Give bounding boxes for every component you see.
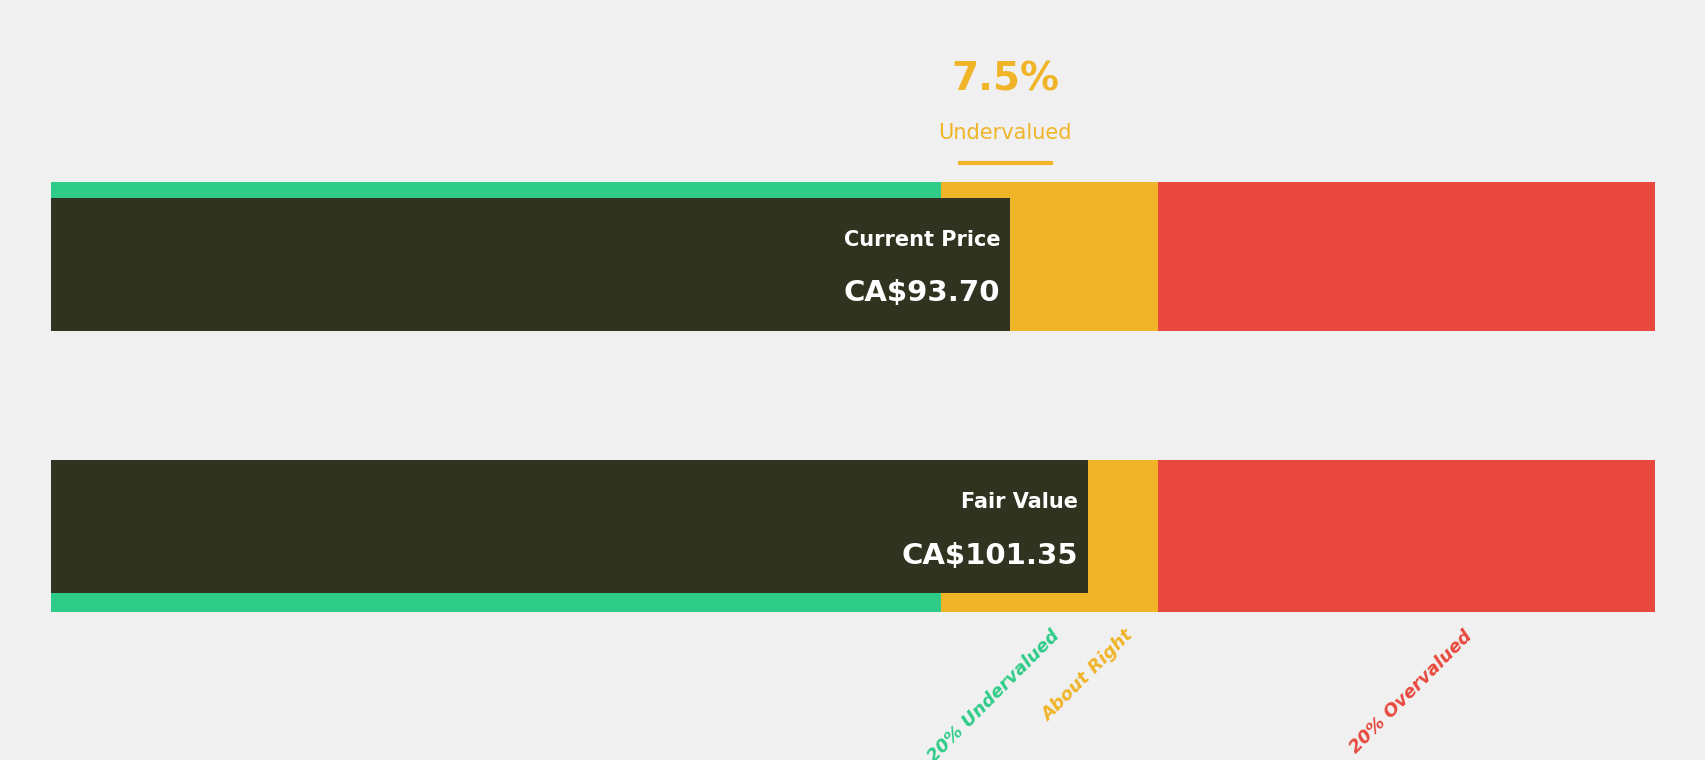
Bar (941, 182, 1158, 612)
Bar (51, 182, 941, 612)
Text: About Right: About Right (1038, 627, 1137, 726)
Text: Fair Value: Fair Value (960, 492, 1078, 512)
Text: 20% Undervalued: 20% Undervalued (924, 627, 1062, 760)
Bar (1158, 182, 1654, 612)
Text: CA$101.35: CA$101.35 (902, 542, 1078, 569)
Text: 7.5%: 7.5% (951, 61, 1059, 99)
Text: CA$93.70: CA$93.70 (844, 280, 999, 307)
Bar (51, 460, 1088, 593)
Text: Current Price: Current Price (842, 230, 999, 250)
Text: 20% Overvalued: 20% Overvalued (1345, 627, 1475, 757)
Text: Undervalued: Undervalued (938, 123, 1071, 143)
Bar (51, 331, 1654, 460)
Bar (51, 198, 1009, 331)
